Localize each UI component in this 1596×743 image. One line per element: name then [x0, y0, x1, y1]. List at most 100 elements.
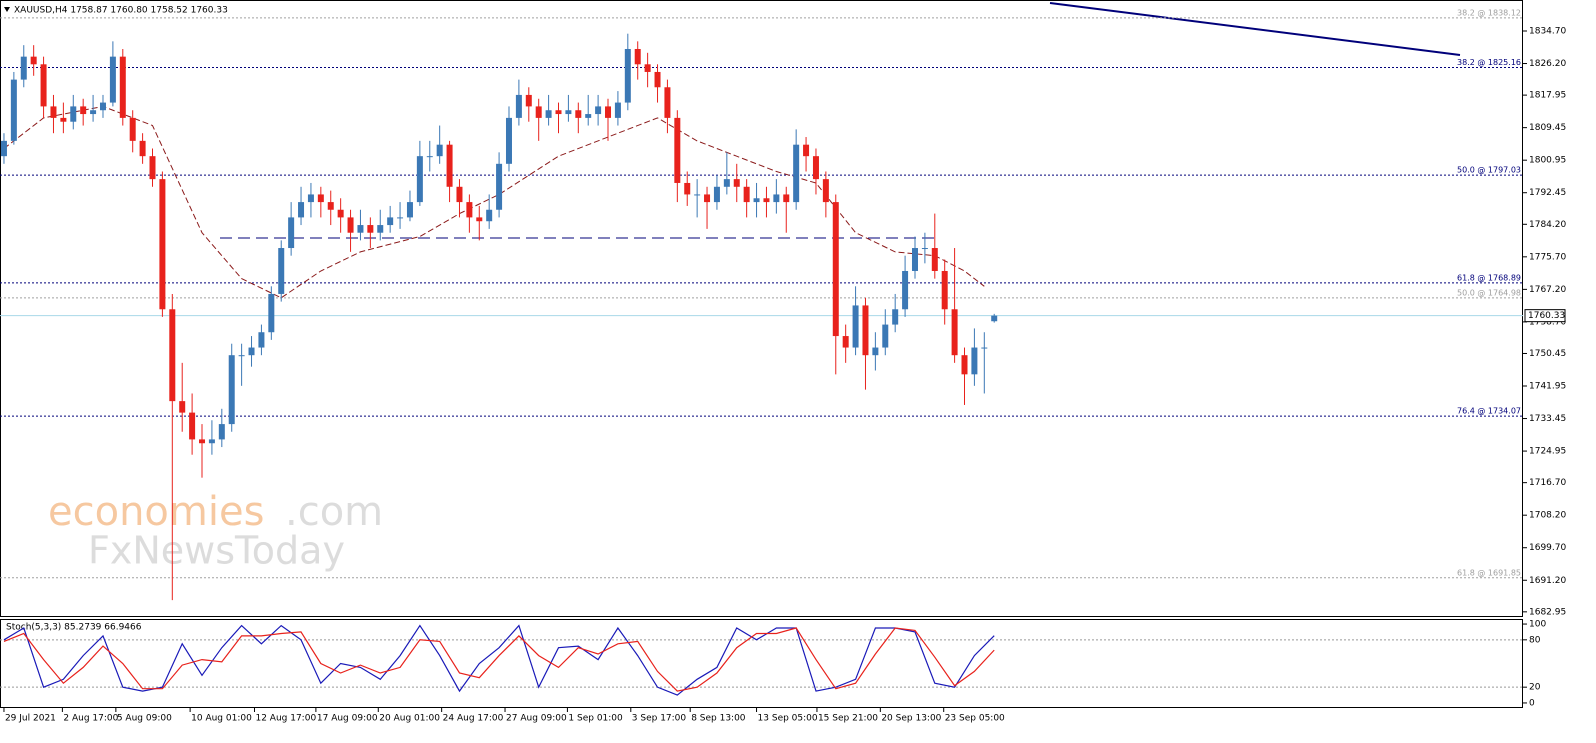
- candle-body: [763, 198, 770, 203]
- title-arrow: [4, 7, 10, 12]
- price-label: 1760.33: [1528, 311, 1565, 321]
- candle-body: [674, 117, 681, 183]
- stoch-frame: [0, 619, 1523, 708]
- candle-body: [783, 194, 790, 203]
- candle-body: [555, 110, 562, 115]
- candle-body: [892, 309, 899, 325]
- candle-body: [842, 336, 849, 348]
- fib-label: 61.8 @ 1691.85: [1457, 568, 1521, 577]
- candle-body: [545, 110, 552, 118]
- candle-body: [585, 114, 592, 118]
- candle-body: [317, 194, 324, 203]
- candle-body: [971, 347, 978, 375]
- fib-label: 50.0 @ 1797.03: [1457, 166, 1521, 175]
- x-tick-label: 20 Aug 01:00: [379, 714, 440, 724]
- candle-body: [773, 194, 780, 203]
- candle-body: [129, 117, 136, 141]
- candle-body: [119, 56, 126, 118]
- candle-body: [90, 110, 97, 115]
- stoch-line: [3, 627, 995, 692]
- y-tick-label: 1733.45: [1529, 414, 1566, 424]
- candle-body: [496, 163, 503, 210]
- candle-body: [60, 117, 67, 122]
- candle-body: [80, 106, 87, 115]
- y-tick-label: 20: [1529, 683, 1541, 693]
- candle-body: [109, 56, 116, 103]
- candle-body: [921, 248, 928, 250]
- candle-body: [179, 401, 186, 413]
- candle-body: [595, 106, 602, 115]
- candle-body: [753, 198, 760, 203]
- y-tick-label: 1834.70: [1529, 27, 1566, 37]
- x-tick-label: 23 Sep 05:00: [945, 714, 1005, 724]
- candle-body: [535, 106, 542, 118]
- x-tick-label: 15 Sep 21:00: [818, 714, 878, 724]
- candle-body: [634, 48, 641, 65]
- candle-body: [307, 194, 314, 203]
- candle-body: [961, 355, 968, 375]
- candle-body: [397, 217, 404, 219]
- candle-body: [872, 347, 879, 356]
- watermark-domain: .com: [285, 489, 383, 535]
- candle-body: [20, 56, 27, 80]
- main-frame: [0, 0, 1523, 617]
- candle-body: [684, 182, 691, 195]
- candle-body: [169, 309, 176, 402]
- candle-body: [486, 209, 493, 222]
- candle-body: [258, 332, 265, 348]
- moving-average: [3, 105, 985, 299]
- candle-body: [466, 202, 473, 218]
- y-tick-label: 1750.45: [1529, 349, 1566, 359]
- watermark: economies .com FxNewsToday: [48, 489, 383, 573]
- candle-body: [268, 293, 275, 333]
- x-tick-label: 12 Aug 17:00: [255, 714, 316, 724]
- candle-body: [70, 106, 77, 122]
- candle-body: [327, 202, 334, 210]
- x-tick-label: 1 Sep 01:00: [568, 714, 623, 724]
- candle-body: [565, 110, 572, 115]
- trend-line: [1049, 2, 1461, 56]
- candle-body: [248, 347, 255, 356]
- candle-body: [40, 64, 47, 107]
- candle-body: [0, 140, 7, 157]
- candle-body: [278, 248, 285, 294]
- candle-body: [654, 71, 661, 88]
- price-box: [1524, 309, 1566, 323]
- x-tick-label: 10 Aug 01:00: [191, 714, 252, 724]
- candle-body: [614, 102, 621, 118]
- chart-title: XAUUSD,H4 1758.87 1760.80 1758.52 1760.3…: [14, 6, 228, 16]
- candle-body: [525, 94, 532, 107]
- candle-body: [793, 144, 800, 203]
- x-tick-label: 3 Sep 17:00: [632, 714, 687, 724]
- candle-body: [436, 144, 443, 157]
- candle-body: [367, 225, 374, 233]
- y-tick-label: 1775.70: [1529, 252, 1566, 262]
- stoch-line: [3, 624, 995, 696]
- candle-body: [476, 217, 483, 222]
- candle-body: [664, 87, 671, 118]
- y-tick-label: 1767.20: [1529, 285, 1566, 295]
- candle-body: [981, 347, 988, 349]
- y-tick-label: 1817.95: [1529, 91, 1566, 101]
- candle-body: [803, 144, 810, 157]
- x-tick-label: 29 Jul 2021: [5, 714, 56, 724]
- stoch-title: Stoch(5,3,3) 85.2739 66.9466: [6, 623, 142, 633]
- y-tick-label: 1792.45: [1529, 188, 1566, 198]
- x-tick-label: 20 Sep 13:00: [881, 714, 941, 724]
- candle-body: [189, 412, 196, 440]
- y-tick-label: 100: [1529, 620, 1546, 630]
- candle-body: [862, 305, 869, 356]
- candle-body: [605, 106, 612, 118]
- candle-body: [347, 217, 354, 233]
- y-tick-label: 1809.45: [1529, 123, 1566, 133]
- candle-body: [882, 324, 889, 348]
- candle-body: [456, 186, 463, 203]
- candle-body: [199, 439, 206, 444]
- candle-body: [505, 117, 512, 164]
- candle-body: [357, 225, 364, 233]
- y-tick-label: 1758.70: [1529, 317, 1566, 327]
- candle-body: [931, 248, 938, 271]
- candle-body: [377, 225, 384, 233]
- candle-body: [832, 202, 839, 337]
- candle-body: [228, 355, 235, 425]
